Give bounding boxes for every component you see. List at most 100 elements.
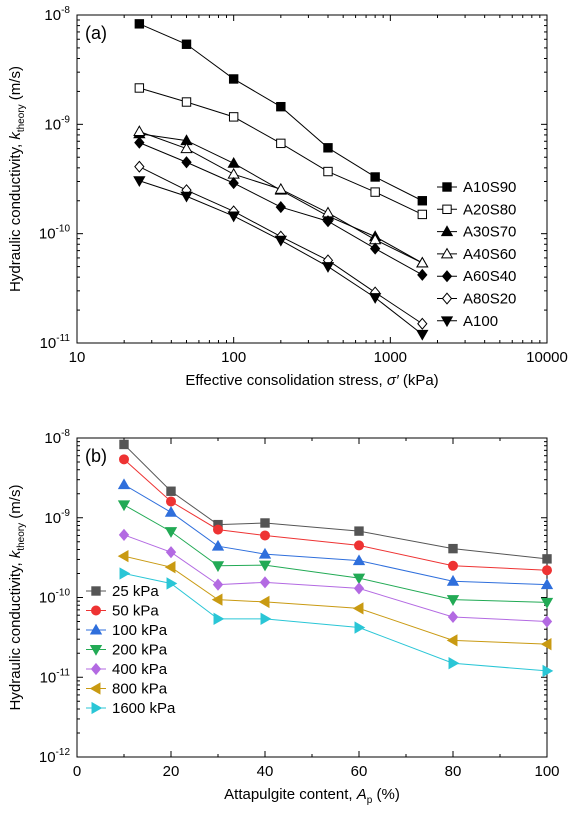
data-point [323,143,333,153]
legend-marker [91,586,101,596]
series-800-kpa [117,549,552,651]
y-axis-title: Hydraulic conductivity, ktheory (m/s) [7,66,27,292]
y-axis-ticks [77,437,547,758]
data-point [211,539,225,551]
series-line [123,484,548,586]
data-point [119,439,129,450]
data-point [228,112,239,122]
data-point [260,612,272,626]
series-a100 [133,176,429,341]
data-point [448,560,458,571]
data-point [133,125,146,136]
legend-label: A10S90 [463,179,516,196]
y-tick-label: 10-12 [39,747,71,766]
data-point [258,547,272,559]
data-point [181,156,192,169]
legend-label: A100 [463,313,498,330]
data-point [353,582,365,595]
data-point [352,554,366,566]
legend-label: 800 kPa [112,681,168,698]
x-tick-label: 40 [257,763,274,780]
data-point [542,565,552,576]
data-point [417,209,428,220]
series-400-kpa [118,528,553,628]
legend-item: 400 kPa [86,661,168,678]
data-point [258,560,272,572]
legend-label: A60S40 [463,268,516,285]
legend-item: 800 kPa [86,681,168,698]
data-point [134,160,145,173]
series-line [123,573,548,672]
data-point [227,167,240,179]
y-tick-label: 10-9 [44,114,70,133]
series-a20s80 [134,83,428,220]
data-point [228,74,239,84]
data-point [352,573,366,585]
legend-marker [90,662,102,676]
x-tick-label: 60 [351,763,368,780]
legend-item: A30S70 [437,224,516,241]
data-point [164,527,178,538]
series-1600-kpa [119,567,554,678]
legend-item: 100 kPa [86,622,168,639]
y-axis-ticks [77,14,547,344]
series-line [123,444,548,560]
series-25-kpa [119,439,552,564]
legend-label: 50 kPa [112,603,159,620]
data-point [164,506,178,517]
x-tick-label: 0 [73,763,81,780]
series-a10s90 [134,19,428,206]
data-point [134,83,145,93]
data-point [417,268,428,281]
data-point [119,567,131,580]
data-point [260,518,270,528]
data-point [448,657,460,670]
y-tick-label: 10-8 [44,5,70,24]
legend-marker [89,623,103,635]
legend-marker [440,247,454,259]
data-point [259,576,271,589]
series-line [139,23,423,202]
data-point [166,577,178,590]
data-point [258,595,270,609]
x-tick-label: 100 [534,763,559,780]
y-tick-label: 10-10 [39,224,71,243]
legend-label: A20S80 [463,201,516,218]
data-point [417,317,428,330]
data-point [275,201,286,214]
legend-item: 1600 kPa [86,700,176,717]
x-axis-ticks [76,15,548,343]
data-point [117,500,131,512]
legend-item: A80S20 [437,291,516,308]
chart-a-hydraulic-conductivity-vs-stress: 10-11 10-10 10-9 10-8 10 100 1000 10000 (a) Effec… [7,5,568,389]
legend-marker [91,701,103,715]
series-100-kpa [117,478,554,590]
x-tick-label: 10000 [526,349,568,366]
x-tick-label: 1000 [374,349,407,366]
data-point [542,554,552,564]
data-point [321,262,335,273]
data-point [180,142,193,154]
data-point [447,610,459,624]
legend-item: A40S60 [437,246,516,263]
series-200-kpa [117,500,554,609]
data-point [227,211,240,223]
panel-label: (b) [85,446,107,466]
data-point [133,176,146,188]
data-point [164,561,176,574]
y-tick-label: 10-11 [40,333,71,352]
data-point [211,593,223,606]
legend-marker [442,204,452,215]
chart-b-hydraulic-conductivity-vs-attapulgite: 10-12 10-11 10-10 10-9 10-8 0 20 40 60 80 100 (b) At… [7,428,560,806]
data-point [448,543,458,554]
data-point [260,530,270,541]
legend-marker [442,182,452,192]
data-point [540,578,554,590]
x-axis-title: Effective consolidation stress, σ′ (kPa) [185,372,438,389]
legend-item: 200 kPa [86,642,168,659]
data-point [369,242,381,255]
data-point [134,19,145,29]
x-tick-label: 80 [445,763,462,780]
legend-label: 400 kPa [112,661,168,678]
